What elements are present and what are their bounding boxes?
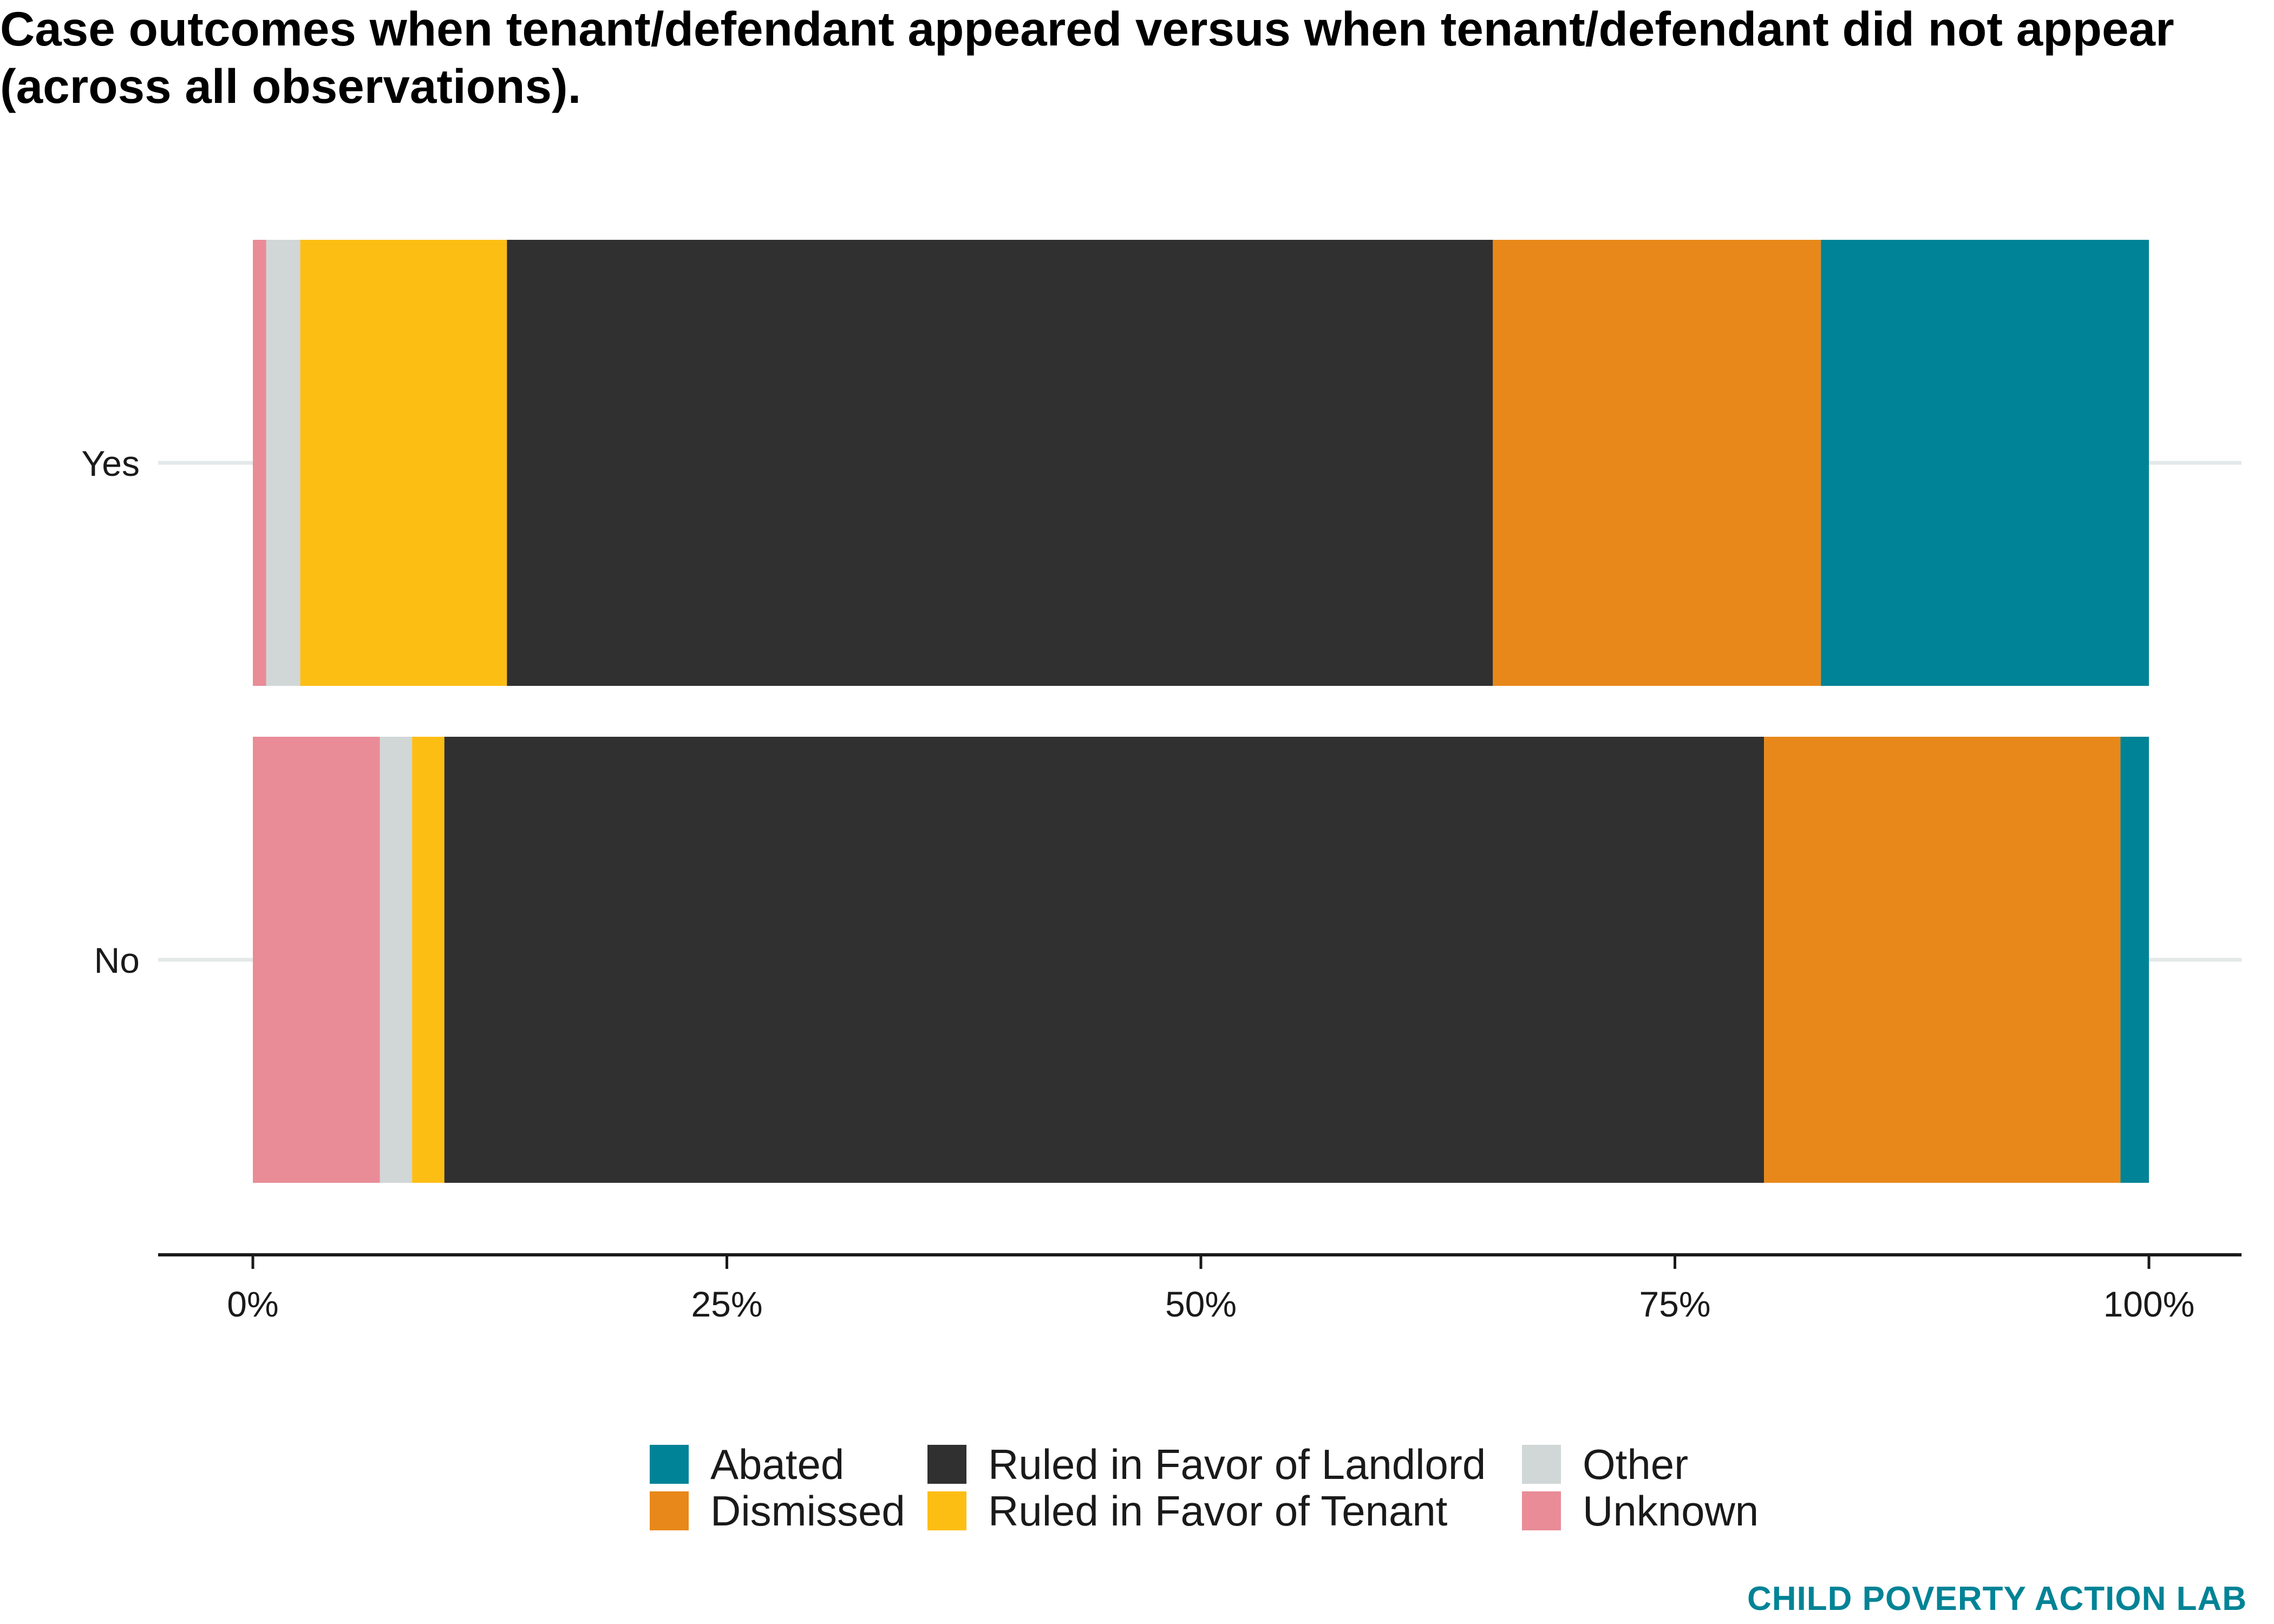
bar-yes-ruled-in-favor-of-tenant (300, 240, 507, 686)
legend-item-unknown: Unknown (1522, 1487, 1759, 1535)
bar-no-unknown (253, 737, 380, 1183)
bar-yes-other (266, 240, 300, 686)
legend-swatch (1522, 1445, 1561, 1484)
bar-yes-ruled-in-favor-of-landlord (507, 240, 1493, 686)
x-tick-label: 0% (227, 1284, 278, 1324)
x-tick-label: 50% (1165, 1284, 1237, 1324)
bars (253, 240, 2149, 1183)
x-axis: 0% 25% 50% 75% 100% (158, 1253, 2242, 1324)
footer-credit: CHILD POVERTY ACTION LAB (1747, 1580, 2247, 1618)
bar-yes-abated (1821, 240, 2149, 686)
legend-swatch (650, 1491, 689, 1530)
bar-no-ruled-in-favor-of-landlord (444, 737, 1765, 1183)
bar-no-ruled-in-favor-of-tenant (412, 737, 445, 1183)
legend-item-dismissed: Dismissed (650, 1487, 927, 1535)
legend-swatch (650, 1445, 689, 1484)
bar-yes-dismissed (1493, 240, 1821, 686)
legend-label: Other (1583, 1440, 1689, 1488)
legend-item-other: Other (1522, 1440, 1759, 1488)
legend-swatch (927, 1491, 966, 1530)
y-axis-labels: Yes No (81, 443, 140, 980)
legend-item-ruled-in-favor-of-landlord: Ruled in Favor of Landlord (927, 1440, 1522, 1488)
y-tick-label-no: No (94, 940, 140, 980)
legend-swatch (927, 1445, 966, 1484)
legend: Abated Ruled in Favor of Landlord Other Dis… (650, 1440, 1759, 1535)
x-tick-label: 75% (1639, 1284, 1710, 1324)
legend-label: Dismissed (710, 1487, 905, 1535)
legend-item-abated: Abated (650, 1440, 927, 1488)
bar-yes-unknown (253, 240, 266, 686)
legend-label: Ruled in Favor of Tenant (988, 1487, 1448, 1535)
legend-label: Unknown (1583, 1487, 1759, 1535)
x-tick-label: 25% (691, 1284, 762, 1324)
y-tick-label-yes: Yes (81, 443, 140, 483)
legend-label: Ruled in Favor of Landlord (988, 1440, 1486, 1488)
bar-no-dismissed (1764, 737, 2121, 1183)
legend-label: Abated (710, 1440, 845, 1488)
legend-swatch (1522, 1491, 1561, 1530)
x-tick-label: 100% (2103, 1284, 2195, 1324)
bar-no-abated (2120, 737, 2149, 1183)
chart-title: Case outcomes when tenant/defendant appe… (0, 2, 2174, 113)
bar-no-other (380, 737, 413, 1183)
legend-item-ruled-in-favor-of-tenant: Ruled in Favor of Tenant (927, 1487, 1522, 1535)
